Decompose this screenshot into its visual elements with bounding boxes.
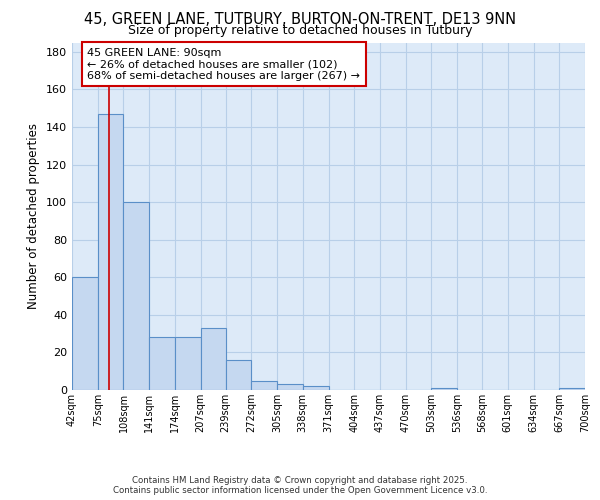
Bar [226, 360, 251, 390]
Bar [124, 202, 149, 390]
Text: Size of property relative to detached houses in Tutbury: Size of property relative to detached ho… [128, 24, 472, 37]
Y-axis label: Number of detached properties: Number of detached properties [28, 123, 40, 309]
Text: 45, GREEN LANE, TUTBURY, BURTON-ON-TRENT, DE13 9NN: 45, GREEN LANE, TUTBURY, BURTON-ON-TRENT… [84, 12, 516, 28]
Bar [175, 338, 200, 390]
Bar [149, 338, 175, 390]
Bar [303, 386, 329, 390]
Text: Contains HM Land Registry data © Crown copyright and database right 2025.
Contai: Contains HM Land Registry data © Crown c… [113, 476, 487, 495]
Bar [72, 278, 98, 390]
Bar [251, 380, 277, 390]
Text: 45 GREEN LANE: 90sqm
← 26% of detached houses are smaller (102)
68% of semi-deta: 45 GREEN LANE: 90sqm ← 26% of detached h… [88, 48, 361, 81]
Bar [200, 328, 226, 390]
Bar [559, 388, 585, 390]
Bar [98, 114, 124, 390]
Bar [431, 388, 457, 390]
Bar [277, 384, 303, 390]
